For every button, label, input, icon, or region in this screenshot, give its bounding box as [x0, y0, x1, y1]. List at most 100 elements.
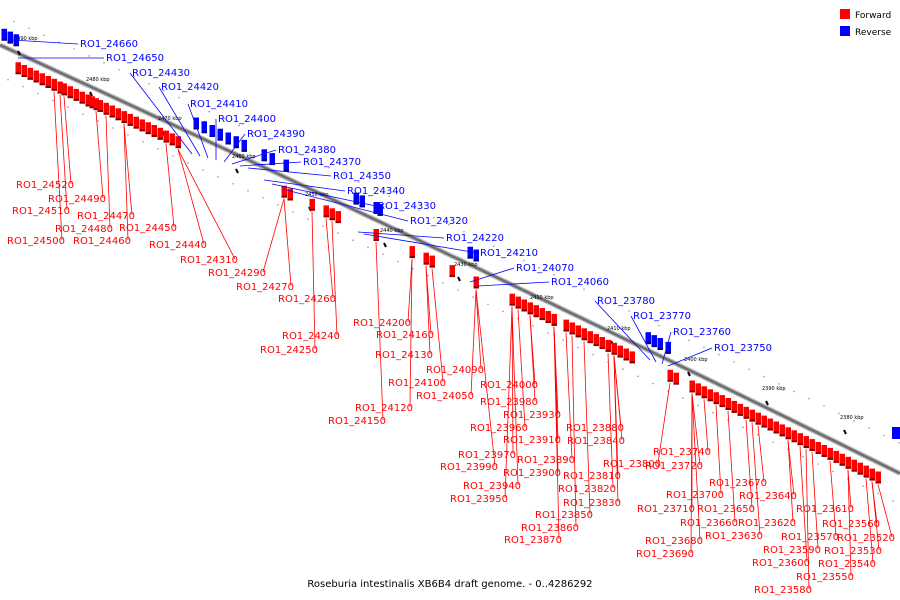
gene-label[interactable]: RO1_24290: [208, 268, 266, 279]
gene-label[interactable]: RO1_23520: [837, 533, 895, 544]
gene-label[interactable]: RO1_24510: [12, 206, 70, 217]
gene-label[interactable]: RO1_24400: [218, 114, 276, 125]
gene-label[interactable]: RO1_24370: [303, 157, 361, 168]
gene-label[interactable]: RO1_24240: [282, 331, 340, 342]
gene-label[interactable]: RO1_23650: [697, 504, 755, 515]
gene-label[interactable]: RO1_23720: [645, 461, 703, 472]
gene-label[interactable]: RO1_23680: [645, 536, 703, 547]
gene-label[interactable]: RO1_23980: [480, 397, 538, 408]
gene-label[interactable]: RO1_23830: [563, 498, 621, 509]
gene-label[interactable]: RO1_24450: [119, 223, 177, 234]
gene-label[interactable]: RO1_23940: [463, 481, 521, 492]
forward-gene-glyph: [323, 205, 329, 217]
gene-label[interactable]: RO1_24250: [260, 345, 318, 356]
leader-line: [231, 149, 277, 165]
gene-label[interactable]: RO1_24430: [132, 68, 190, 79]
gene-label[interactable]: RO1_24380: [278, 145, 336, 156]
gene-label[interactable]: RO1_24460: [73, 236, 131, 247]
gene-label[interactable]: RO1_24330: [378, 201, 436, 212]
gene-label[interactable]: RO1_24100: [388, 378, 446, 389]
gene-label[interactable]: RO1_23900: [503, 468, 561, 479]
gene-label[interactable]: RO1_24090: [426, 365, 484, 376]
gene-label[interactable]: RO1_24490: [48, 194, 106, 205]
gene-label[interactable]: RO1_23950: [450, 494, 508, 505]
gene-label[interactable]: RO1_24060: [551, 277, 609, 288]
gene-label[interactable]: RO1_24200: [353, 318, 411, 329]
gene-label[interactable]: RO1_23710: [637, 504, 695, 515]
gene-label[interactable]: RO1_24440: [149, 240, 207, 251]
guide-dot: [388, 195, 390, 197]
gene-label[interactable]: RO1_23530: [824, 546, 882, 557]
gene-label[interactable]: RO1_24650: [106, 53, 164, 64]
gene-label[interactable]: RO1_23760: [673, 327, 731, 338]
gene-label[interactable]: RO1_23960: [470, 423, 528, 434]
gene-label[interactable]: RO1_24220: [446, 233, 504, 244]
gene-label[interactable]: RO1_24150: [328, 416, 386, 427]
gene-label[interactable]: RO1_24420: [161, 82, 219, 93]
gene-label[interactable]: RO1_23740: [653, 447, 711, 458]
gene-label[interactable]: RO1_23550: [796, 572, 854, 583]
gene-label[interactable]: RO1_23570: [781, 532, 839, 543]
scale-tick: [383, 242, 387, 248]
gene-label[interactable]: RO1_23770: [633, 311, 691, 322]
gene-label[interactable]: RO1_23860: [521, 523, 579, 534]
gene-label[interactable]: RO1_23780: [597, 296, 655, 307]
gene-label[interactable]: RO1_23970: [458, 450, 516, 461]
reverse-gene-glyph: [373, 202, 379, 213]
gene-label[interactable]: RO1_23890: [517, 455, 575, 466]
gene-label[interactable]: RO1_23610: [796, 504, 854, 515]
gene-label[interactable]: RO1_24070: [516, 263, 574, 274]
guide-dot: [538, 266, 540, 269]
gene-label[interactable]: RO1_23870: [504, 535, 562, 546]
reverse-gene-shadow: [657, 348, 663, 350]
gene-label[interactable]: RO1_23690: [636, 549, 694, 560]
gene-label[interactable]: RO1_23910: [503, 435, 561, 446]
gene-label[interactable]: RO1_23820: [558, 484, 616, 495]
gene-label[interactable]: RO1_24260: [278, 294, 336, 305]
gene-label[interactable]: RO1_24500: [7, 236, 65, 247]
gene-label[interactable]: RO1_23580: [754, 585, 812, 596]
gene-label[interactable]: RO1_23600: [752, 558, 810, 569]
gene-label[interactable]: RO1_23840: [567, 436, 625, 447]
gene-label[interactable]: RO1_23750: [714, 343, 772, 354]
gene-label[interactable]: RO1_23670: [709, 478, 767, 489]
gene-label[interactable]: RO1_23660: [680, 518, 738, 529]
gene-label[interactable]: RO1_24480: [55, 224, 113, 235]
gene-label[interactable]: RO1_24660: [80, 39, 138, 50]
gene-label[interactable]: RO1_23930: [503, 410, 561, 421]
gene-label[interactable]: RO1_24160: [376, 330, 434, 341]
forward-gene-shadow: [429, 265, 435, 268]
gene-label[interactable]: RO1_23810: [563, 471, 621, 482]
gene-label[interactable]: RO1_24210: [480, 248, 538, 259]
gene-label[interactable]: RO1_23850: [535, 510, 593, 521]
gene-label[interactable]: RO1_24390: [247, 129, 305, 140]
gene-label[interactable]: RO1_24340: [347, 186, 405, 197]
gene-label[interactable]: RO1_24350: [333, 171, 391, 182]
forward-gene-glyph: [409, 246, 415, 258]
gene-label[interactable]: RO1_24470: [77, 211, 135, 222]
gene-label[interactable]: RO1_23990: [440, 462, 498, 473]
gene-label[interactable]: RO1_24120: [355, 403, 413, 414]
gene-label[interactable]: RO1_24270: [236, 282, 294, 293]
gene-label[interactable]: RO1_23560: [822, 519, 880, 530]
guide-dot: [457, 289, 459, 291]
gene-label[interactable]: RO1_24050: [416, 391, 474, 402]
gene-label[interactable]: RO1_23630: [705, 531, 763, 542]
gene-label[interactable]: RO1_23620: [738, 518, 796, 529]
guide-dot: [757, 433, 759, 436]
gene-label[interactable]: RO1_23540: [818, 559, 876, 570]
forward-gene-glyph: [767, 418, 773, 430]
gene-label[interactable]: RO1_23800: [603, 459, 661, 470]
scale-tick-label: 2490 kbp: [14, 36, 38, 42]
gene-label[interactable]: RO1_23880: [566, 423, 624, 434]
gene-label[interactable]: RO1_24410: [190, 99, 248, 110]
gene-label[interactable]: RO1_24320: [410, 216, 468, 227]
gene-label[interactable]: RO1_24310: [180, 255, 238, 266]
gene-label[interactable]: RO1_23700: [666, 490, 724, 501]
gene-label[interactable]: RO1_24520: [16, 180, 74, 191]
gene-label[interactable]: RO1_23640: [739, 491, 797, 502]
forward-gene-shadow: [61, 93, 67, 96]
guide-dot: [253, 131, 255, 134]
gene-label[interactable]: RO1_23590: [763, 545, 821, 556]
gene-label[interactable]: RO1_24130: [375, 350, 433, 361]
